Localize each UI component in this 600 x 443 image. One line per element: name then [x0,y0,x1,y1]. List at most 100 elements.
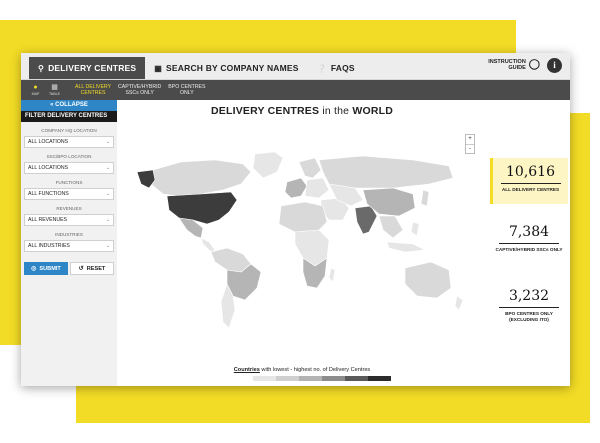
region-alaska[interactable] [136,169,156,189]
region-japan[interactable] [420,189,430,207]
tab-label: FAQS [330,63,355,73]
region-europe-east[interactable] [304,177,330,199]
question-icon: ❔ [316,63,327,73]
company-hq-select[interactable]: ALL LOCATIONS ⌄ [24,136,114,148]
lightbulb-icon: ◯ [528,59,540,70]
region-southeast-asia[interactable] [378,215,404,239]
view-map-label: MAP [31,91,40,96]
zoom-in-button[interactable]: + [468,136,472,142]
select-value: ALL FUNCTIONS [28,191,69,197]
region-africa-south[interactable] [302,257,328,289]
map-title: DELIVERY CENTRES in the WORLD [117,105,487,117]
tab-label: SEARCH BY COMPANY NAMES [166,63,299,73]
legend-swatch-5 [345,376,368,381]
ssc-bpo-location-select[interactable]: ALL LOCATIONS ⌄ [24,162,114,174]
map-title-part1: DELIVERY CENTRES [210,105,320,117]
stat-value: 3,232 [508,288,550,304]
filter-label: INDUSTRIES [55,232,83,237]
stat-bpo-centres: 3,232 BPO CENTRES ONLY (EXCLUDING ITO) [490,282,568,336]
globe-icon: ● [33,83,38,91]
filter-bpo-centres[interactable]: BPO CENTRES ONLY [168,84,205,96]
submit-button[interactable]: ◎ SUBMIT [24,262,68,275]
region-russia[interactable] [318,155,454,189]
region-south-america-north[interactable] [210,247,252,273]
filter-company-hq: COMPANY HQ LOCATION ALL LOCATIONS ⌄ [21,128,117,148]
map-title-part2: in the [319,105,353,117]
filter-label: COMPANY HQ LOCATION [41,128,97,133]
chevron-down-icon: ⌄ [105,139,110,145]
filter-label-line2: ONLY [180,90,194,96]
filter-label: REVENUES [56,206,82,211]
region-africa-north[interactable] [278,201,328,233]
instruction-label-line2: GUIDE [508,65,526,71]
region-central-asia[interactable] [328,183,364,207]
region-canada[interactable] [150,159,252,197]
region-madagascar[interactable] [328,267,336,283]
view-map-button[interactable]: ● MAP [27,84,44,97]
world-map[interactable] [123,150,468,335]
filter-all-delivery-centres[interactable]: ALL DELIVERY CENTRES [75,84,111,96]
tab-faqs[interactable]: ❔ FAQS [308,57,364,79]
submit-label: SUBMIT [39,265,61,272]
app-window: ⚲ DELIVERY CENTRES ▦ SEARCH BY COMPANY N… [21,53,570,386]
map-panel: DELIVERY CENTRES in the WORLD + - [117,100,487,386]
functions-select[interactable]: ALL FUNCTIONS ⌄ [24,188,114,200]
region-greenland[interactable] [252,151,284,179]
legend-swatch-2 [276,376,299,381]
region-usa[interactable] [166,191,238,225]
select-value: ALL INDUSTRIES [28,243,70,249]
legend-swatch-6 [368,376,391,381]
select-value: ALL LOCATIONS [28,139,69,145]
instruction-guide-link[interactable]: INSTRUCTION GUIDE ◯ [488,59,540,71]
legend-swatch-1 [253,376,276,381]
region-scandinavia[interactable] [298,157,322,179]
chevron-down-icon: ⌄ [105,191,110,197]
stats-panel: 10,616 ALL DELIVERY CENTRES 7,384 CAPTIV… [488,100,570,386]
tab-search-by-company-names[interactable]: ▦ SEARCH BY COMPANY NAMES [145,57,307,79]
region-central-america[interactable] [200,237,216,253]
stat-value: 10,616 [506,164,555,180]
reset-button[interactable]: ↺ RESET [70,262,114,275]
sub-navigation: ● MAP ▦ TABLE ALL DELIVERY CENTRES CAPTI… [21,80,570,100]
collapse-button[interactable]: « COLLAPSE [21,100,117,111]
chevron-down-icon: ⌄ [105,243,110,249]
filter-label: FUNCTIONS [55,180,83,185]
region-south-america-south[interactable] [220,283,236,329]
legend-description: with lowest - highest no. of Delivery Ce… [259,367,371,373]
map-legend-scale [253,376,391,381]
filter-revenues: REVENUES ALL REVENUES ⌄ [21,206,117,226]
zoom-out-button[interactable]: - [466,144,474,153]
region-india[interactable] [354,205,378,235]
info-button[interactable]: i [547,58,562,73]
reset-label: RESET [86,265,106,272]
stat-divider [499,243,559,244]
region-new-zealand[interactable] [454,295,464,311]
region-china[interactable] [362,187,416,217]
region-philippines[interactable] [410,221,420,237]
region-australia[interactable] [404,261,452,299]
region-europe-west[interactable] [284,177,308,199]
industries-select[interactable]: ALL INDUSTRIES ⌄ [24,240,114,252]
select-value: ALL LOCATIONS [28,165,69,171]
stat-divider [500,183,561,184]
sidebar-actions: ◎ SUBMIT ↺ RESET [21,262,117,275]
filter-label-line2: CENTRES [80,90,106,96]
tab-delivery-centres[interactable]: ⚲ DELIVERY CENTRES [29,57,146,79]
revenues-select[interactable]: ALL REVENUES ⌄ [24,214,114,226]
filter-label-line2: SSCs ONLY [125,90,154,96]
select-value: ALL REVENUES [28,217,68,223]
legend-swatch-3 [299,376,322,381]
tab-label: DELIVERY CENTRES [48,63,137,73]
legend-countries-link[interactable]: Countries [233,367,260,373]
view-table-button[interactable]: ▦ TABLE [46,84,63,97]
region-indonesia[interactable] [386,241,427,253]
table-grid-icon: ▦ [51,83,58,91]
filter-label-line1: ALL DELIVERY [75,84,112,90]
map-legend-title: Countries with lowest - highest no. of D… [117,367,487,373]
filter-functions: FUNCTIONS ALL FUNCTIONS ⌄ [21,180,117,200]
stat-caption: ALL DELIVERY CENTRES [501,187,560,192]
stat-all-delivery-centres: 10,616 ALL DELIVERY CENTRES [490,158,568,204]
building-icon: ▦ [154,63,163,73]
filter-captive-hybrid[interactable]: CAPTIVE/HYBRID SSCs ONLY [118,84,161,96]
instruction-label-line1: INSTRUCTION [488,59,526,65]
